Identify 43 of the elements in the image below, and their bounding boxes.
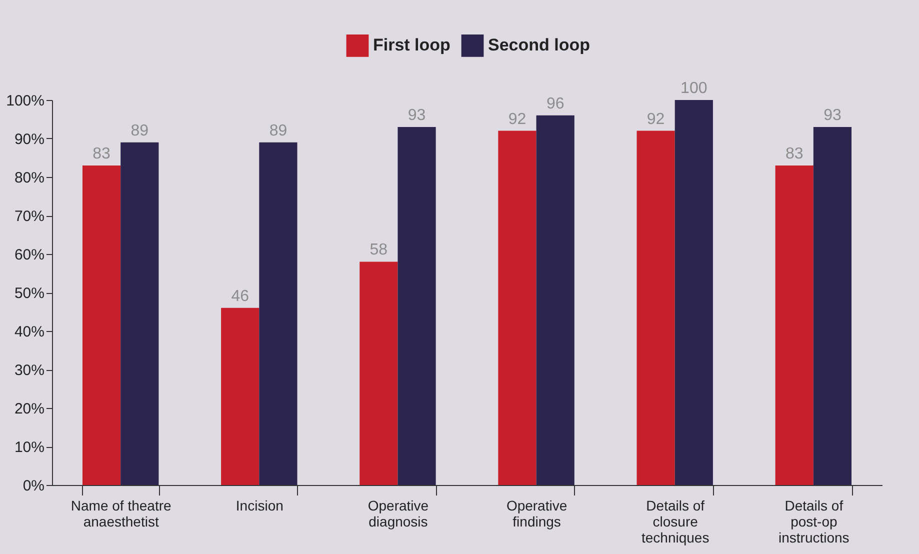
bar <box>498 130 536 485</box>
y-tick-label: 50% <box>14 285 44 302</box>
data-label: 89 <box>130 122 149 140</box>
bar <box>398 126 436 485</box>
y-tick-label: 60% <box>14 246 44 264</box>
y-tick-label: 90% <box>14 131 44 148</box>
data-label: 89 <box>269 122 288 140</box>
data-label: 96 <box>546 95 564 112</box>
y-tick-label: 30% <box>14 362 44 379</box>
y-tick-label: 0% <box>22 478 44 494</box>
x-tick-label: Details of post-op instructions <box>778 498 850 546</box>
data-label: 83 <box>785 145 804 162</box>
y-tick-label: 70% <box>14 208 44 225</box>
bar <box>674 100 713 485</box>
x-tick-label: Details of closure techniques <box>641 498 710 546</box>
bar <box>120 142 159 485</box>
data-label: 92 <box>508 110 526 128</box>
bar <box>813 126 852 485</box>
data-label: 46 <box>231 288 250 305</box>
data-label: 58 <box>370 242 388 259</box>
data-label: 100 <box>680 80 708 97</box>
x-tick-label: Operative diagnosis <box>368 498 429 530</box>
data-label: 83 <box>92 145 111 162</box>
bar <box>221 308 260 485</box>
y-tick-label: 80% <box>14 170 44 186</box>
data-label: 93 <box>408 106 426 124</box>
x-tick-label: Name of theatre anaesthetist <box>70 498 172 530</box>
x-tick-label: Incision <box>236 498 284 514</box>
data-label: 92 <box>646 110 665 128</box>
data-label: 93 <box>824 106 842 124</box>
bar <box>636 130 675 485</box>
legend-label: Second loop <box>488 36 590 55</box>
legend-label: First loop <box>373 36 450 55</box>
bar <box>259 142 298 485</box>
y-tick-label: 40% <box>14 324 44 340</box>
x-tick-label: Operative findings <box>506 498 568 530</box>
y-tick-label: 20% <box>14 400 44 418</box>
bar <box>536 115 574 485</box>
y-tick-label: 100% <box>6 92 44 110</box>
bar <box>775 165 814 485</box>
y-tick-label: 10% <box>14 439 44 456</box>
bar <box>360 262 398 485</box>
bar <box>82 165 121 485</box>
